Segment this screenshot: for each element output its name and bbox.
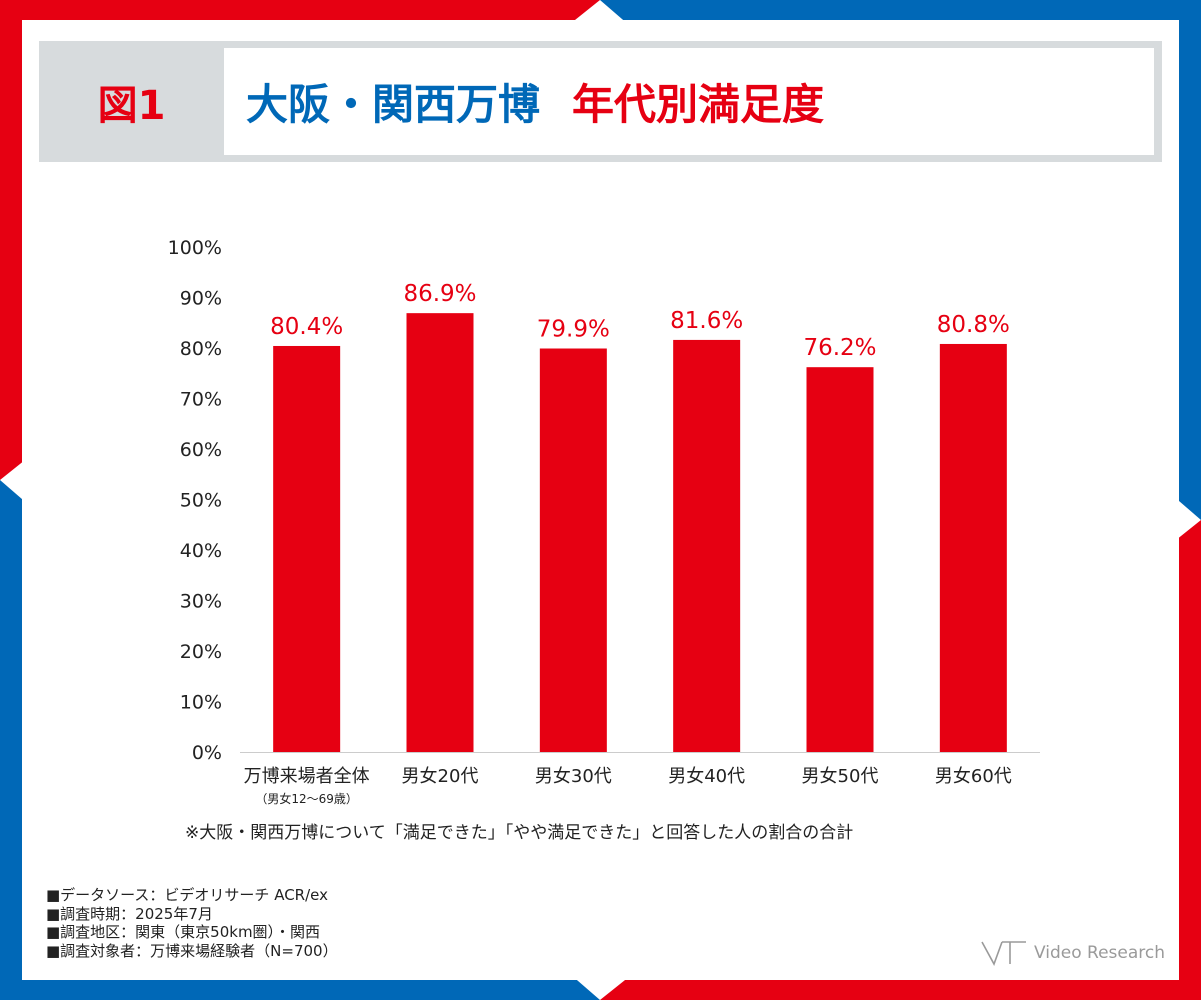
y-tick-label: 100% (168, 237, 222, 259)
y-tick-label: 90% (180, 288, 222, 310)
title-panel (224, 48, 1154, 155)
y-tick-label: 70% (180, 389, 222, 411)
footer-info: ■データソース：ビデオリサーチ ACR/ex ■調査時期：2025年7月 ■調査… (46, 886, 338, 960)
bar (939, 343, 1007, 752)
x-axis-labels: 万博来場者全体 （男女12～69歳） 男女20代 男女30代 男女40代 男女50代 男女6… (244, 766, 1012, 806)
bar (273, 345, 341, 752)
x-category-label: 男女20代 (402, 766, 479, 787)
title-main: 大阪・関西万博 (246, 80, 541, 129)
y-tick-label: 0% (192, 742, 222, 764)
y-axis: 0% 10% 20% 30% 40% 50% 60% 70% 80% 90% 100% (168, 237, 222, 764)
bar-value-label: 80.8% (937, 312, 1010, 338)
chart-note: ※大阪・関西万博について「満足できた」「やや満足できた」と回答した人の割合の合計 (185, 823, 854, 843)
bar-value-label: 86.9% (403, 281, 476, 307)
x-category-label: 男女30代 (535, 766, 612, 787)
vr-logo-icon (981, 941, 1026, 966)
bar (806, 367, 874, 752)
bar (406, 313, 474, 752)
footer-line-period: ■調査時期：2025年7月 (46, 904, 213, 923)
y-tick-label: 60% (180, 439, 222, 461)
x-category-label: 男女40代 (668, 766, 745, 787)
video-research-logo: Video Research (980, 936, 1165, 970)
title-sub: 年代別満足度 (572, 80, 825, 129)
bars-group: 80.4% 86.9% 79.9% 81.6% 76.2% 80.8% (270, 281, 1010, 752)
x-category-label: 万博来場者全体 (244, 766, 370, 787)
bar-value-label: 76.2% (803, 335, 876, 361)
bar (539, 348, 607, 752)
y-tick-label: 30% (180, 591, 222, 613)
x-category-sublabel: （男女12～69歳） (255, 791, 358, 806)
logo-text: Video Research (1034, 943, 1166, 963)
bar-value-label: 80.4% (270, 314, 343, 340)
y-tick-label: 50% (180, 490, 222, 512)
y-tick-label: 10% (180, 692, 222, 714)
x-category-label: 男女60代 (935, 766, 1012, 787)
footer-line-source: ■データソース：ビデオリサーチ ACR/ex (46, 886, 328, 904)
y-tick-label: 80% (180, 338, 222, 360)
bar (673, 339, 741, 752)
bar-value-label: 81.6% (670, 308, 743, 334)
page-title: 大阪・関西万博 年代別満足度 (246, 48, 824, 155)
y-tick-label: 20% (180, 641, 222, 663)
footer-line-target: ■調査対象者：万博来場経験者（N=700） (46, 941, 338, 960)
bar-value-label: 79.9% (537, 317, 610, 343)
footer-line-area: ■調査地区：関東（東京50km圏）・関西 (46, 923, 321, 941)
y-tick-label: 40% (180, 540, 222, 562)
figure-label: 図1 (97, 82, 166, 129)
x-category-label: 男女50代 (802, 766, 879, 787)
